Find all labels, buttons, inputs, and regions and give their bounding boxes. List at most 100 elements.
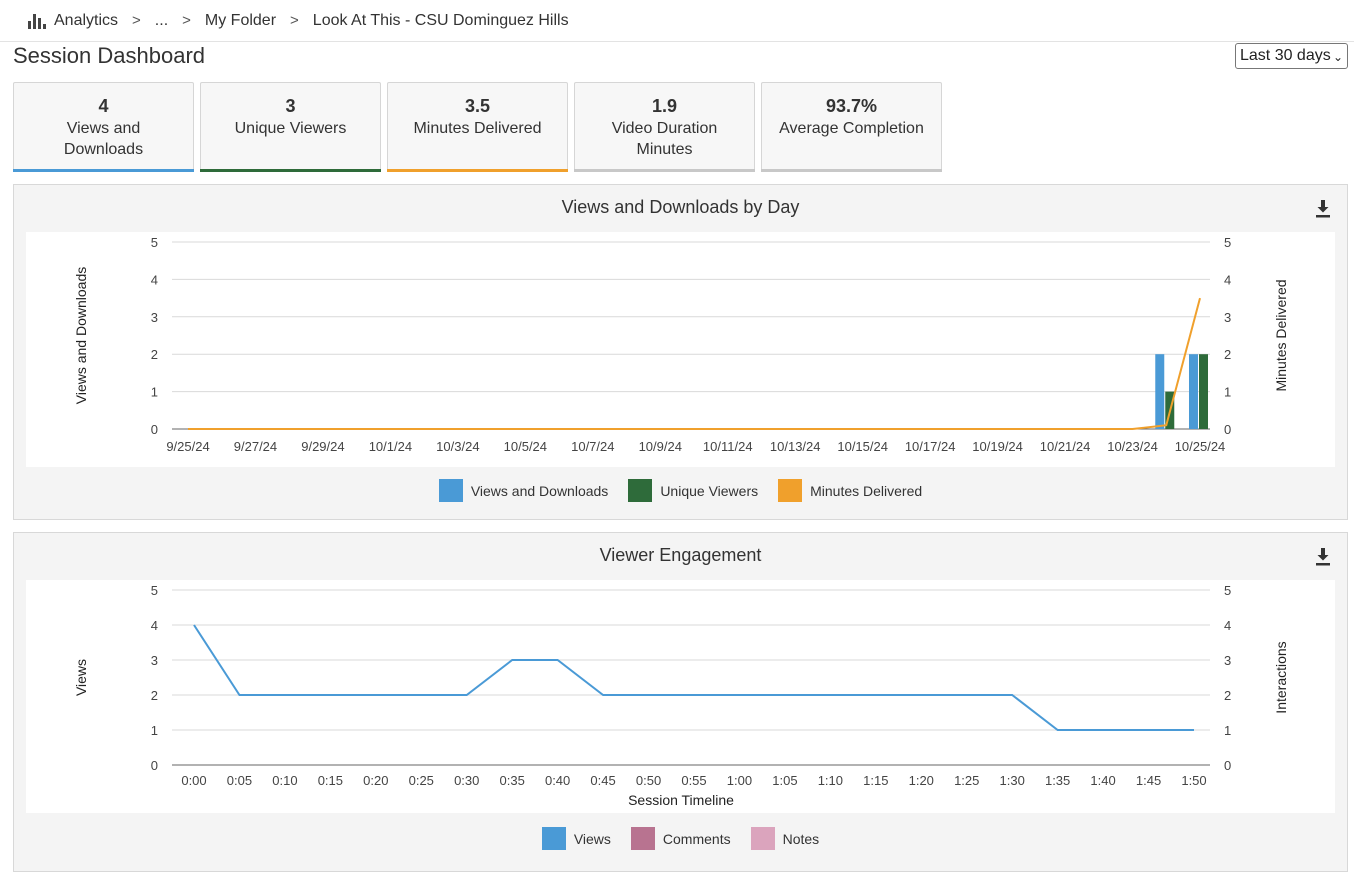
viewer-engagement-panel: Viewer Engagement 0 0 1 1 2 2 3 3 4 4 5 5 Views Inter… (13, 532, 1348, 872)
x-tick-label: 1:50 (1181, 773, 1206, 788)
y2-tick-label: 1 (1224, 723, 1231, 738)
stat-accent-bar (761, 169, 942, 172)
x-tick-label: 1:15 (863, 773, 888, 788)
y2-tick-label: 2 (1224, 688, 1231, 703)
y2-tick-label: 3 (1224, 653, 1231, 668)
x-tick-label: 0:35 (500, 773, 525, 788)
y-tick-label: 1 (151, 385, 158, 400)
legend-swatch (778, 479, 803, 502)
y2-tick-label: 4 (1224, 272, 1231, 287)
legend-label: Minutes Delivered (810, 482, 923, 499)
bar-views-and-downloads (1189, 354, 1198, 429)
x-tick-label: 0:30 (454, 773, 479, 788)
stat-card-unique-viewers[interactable]: 3 Unique Viewers (200, 82, 381, 172)
stat-label: Downloads (63, 141, 144, 158)
bar-unique-viewers (1199, 354, 1208, 429)
x-tick-label: 10/23/24 (1107, 439, 1158, 454)
x-tick-label: 9/25/24 (166, 439, 209, 454)
y-tick-label: 2 (151, 688, 158, 703)
legend-swatch (628, 479, 653, 502)
breadcrumb-separator: > (132, 12, 141, 29)
x-tick-label: 0:25 (409, 773, 434, 788)
download-icon[interactable] (1315, 199, 1331, 219)
x-tick-label: 0:55 (681, 773, 706, 788)
series-line-views (193, 624, 1194, 731)
views-by-day-chart: 0 0 1 1 2 2 3 3 4 4 5 5 Views and Downloads Minutes D… (73, 235, 1289, 454)
stat-accent-bar (13, 169, 194, 172)
y2-tick-label: 5 (1224, 235, 1231, 250)
x-tick-label: 10/13/24 (770, 439, 821, 454)
stat-value: 4 (98, 96, 109, 116)
y2-tick-label: 4 (1224, 618, 1231, 633)
legend-swatch (438, 479, 463, 502)
y-tick-label: 5 (151, 583, 158, 598)
stat-label: Views and (66, 120, 141, 137)
y-tick-label: 0 (151, 422, 158, 437)
viewer-engagement-legend: Views Comments Notes (14, 827, 1347, 850)
stat-accent-bar (200, 169, 381, 172)
x-tick-label: 10/9/24 (639, 439, 682, 454)
legend-label: Views and Downloads (470, 482, 609, 499)
y2-axis-label: Interactions (1273, 641, 1289, 713)
x-tick-label: 0:45 (590, 773, 615, 788)
stat-card-minutes-delivered[interactable]: 3.5 Minutes Delivered (387, 82, 568, 172)
stat-label: Unique Viewers (234, 120, 347, 137)
x-tick-label: 1:45 (1136, 773, 1161, 788)
x-tick-label: 10/25/24 (1175, 439, 1226, 454)
breadcrumb-separator: > (290, 12, 299, 29)
y2-tick-label: 3 (1224, 310, 1231, 325)
y-tick-label: 4 (151, 618, 158, 633)
y-tick-label: 3 (151, 310, 158, 325)
stat-value: 1.9 (651, 96, 678, 116)
legend-label: Views (573, 830, 611, 847)
x-tick-label: 0:40 (545, 773, 570, 788)
chart-title: Viewer Engagement (599, 545, 762, 565)
legend-item-unique-viewers[interactable]: Unique Viewers (628, 479, 758, 502)
stat-card-video-duration[interactable]: 1.9 Video Duration Minutes (574, 82, 755, 172)
stat-label: Average Completion (779, 120, 924, 137)
stat-value: 93.7% (825, 96, 878, 116)
stat-value: 3 (285, 96, 296, 116)
y-tick-label: 0 (151, 758, 158, 773)
x-tick-label: 9/27/24 (234, 439, 277, 454)
legend-label: Comments (662, 830, 731, 847)
views-by-day-chart-area: 0 0 1 1 2 2 3 3 4 4 5 5 Views and Downloads Minutes D… (26, 232, 1335, 467)
date-range-value: Last 30 days (1240, 47, 1331, 64)
x-tick-label: 10/17/24 (905, 439, 956, 454)
x-tick-label: 10/1/24 (369, 439, 412, 454)
legend-item-comments[interactable]: Comments (630, 827, 731, 850)
download-icon[interactable] (1315, 547, 1331, 567)
breadcrumb-analytics-link[interactable]: Analytics (54, 11, 119, 29)
x-tick-label: 9/29/24 (301, 439, 344, 454)
x-tick-label: 1:35 (1045, 773, 1070, 788)
y-axis-label: Views (73, 659, 89, 696)
legend-item-views-downloads[interactable]: Views and Downloads (438, 479, 609, 502)
x-tick-label: 10/7/24 (571, 439, 614, 454)
x-tick-label: 1:10 (818, 773, 843, 788)
page-title: Session Dashboard (13, 43, 206, 68)
x-axis-label: Session Timeline (628, 792, 734, 808)
chart-title: Views and Downloads by Day (561, 197, 800, 217)
y-axis-label: Views and Downloads (73, 267, 89, 405)
stat-accent-bar (574, 169, 755, 172)
legend-item-notes[interactable]: Notes (750, 827, 819, 850)
breadcrumb-ellipsis-link[interactable]: ... (154, 11, 169, 29)
y2-tick-label: 5 (1224, 583, 1231, 598)
stat-label: Video Duration (611, 120, 718, 137)
stat-value: 3.5 (464, 96, 491, 116)
chevron-down-icon: ⌄ (1332, 50, 1343, 64)
x-tick-label: 10/15/24 (837, 439, 888, 454)
x-tick-label: 0:50 (636, 773, 661, 788)
breadcrumb: Analytics > ... > My Folder > Look At Th… (0, 0, 1354, 42)
x-tick-label: 1:05 (772, 773, 797, 788)
breadcrumb-my-folder-link[interactable]: My Folder (204, 11, 277, 29)
stat-card-average-completion[interactable]: 93.7% Average Completion (761, 82, 942, 172)
legend-item-views[interactable]: Views (541, 827, 611, 850)
y2-tick-label: 0 (1224, 422, 1231, 437)
date-range-select[interactable]: Last 30 days ⌄ (1235, 43, 1348, 69)
legend-swatch (541, 827, 566, 850)
stat-card-views-downloads[interactable]: 4 Views and Downloads (13, 82, 194, 172)
legend-item-minutes-delivered[interactable]: Minutes Delivered (778, 479, 922, 502)
analytics-bar-chart-icon (28, 13, 46, 29)
x-tick-label: 10/5/24 (504, 439, 547, 454)
